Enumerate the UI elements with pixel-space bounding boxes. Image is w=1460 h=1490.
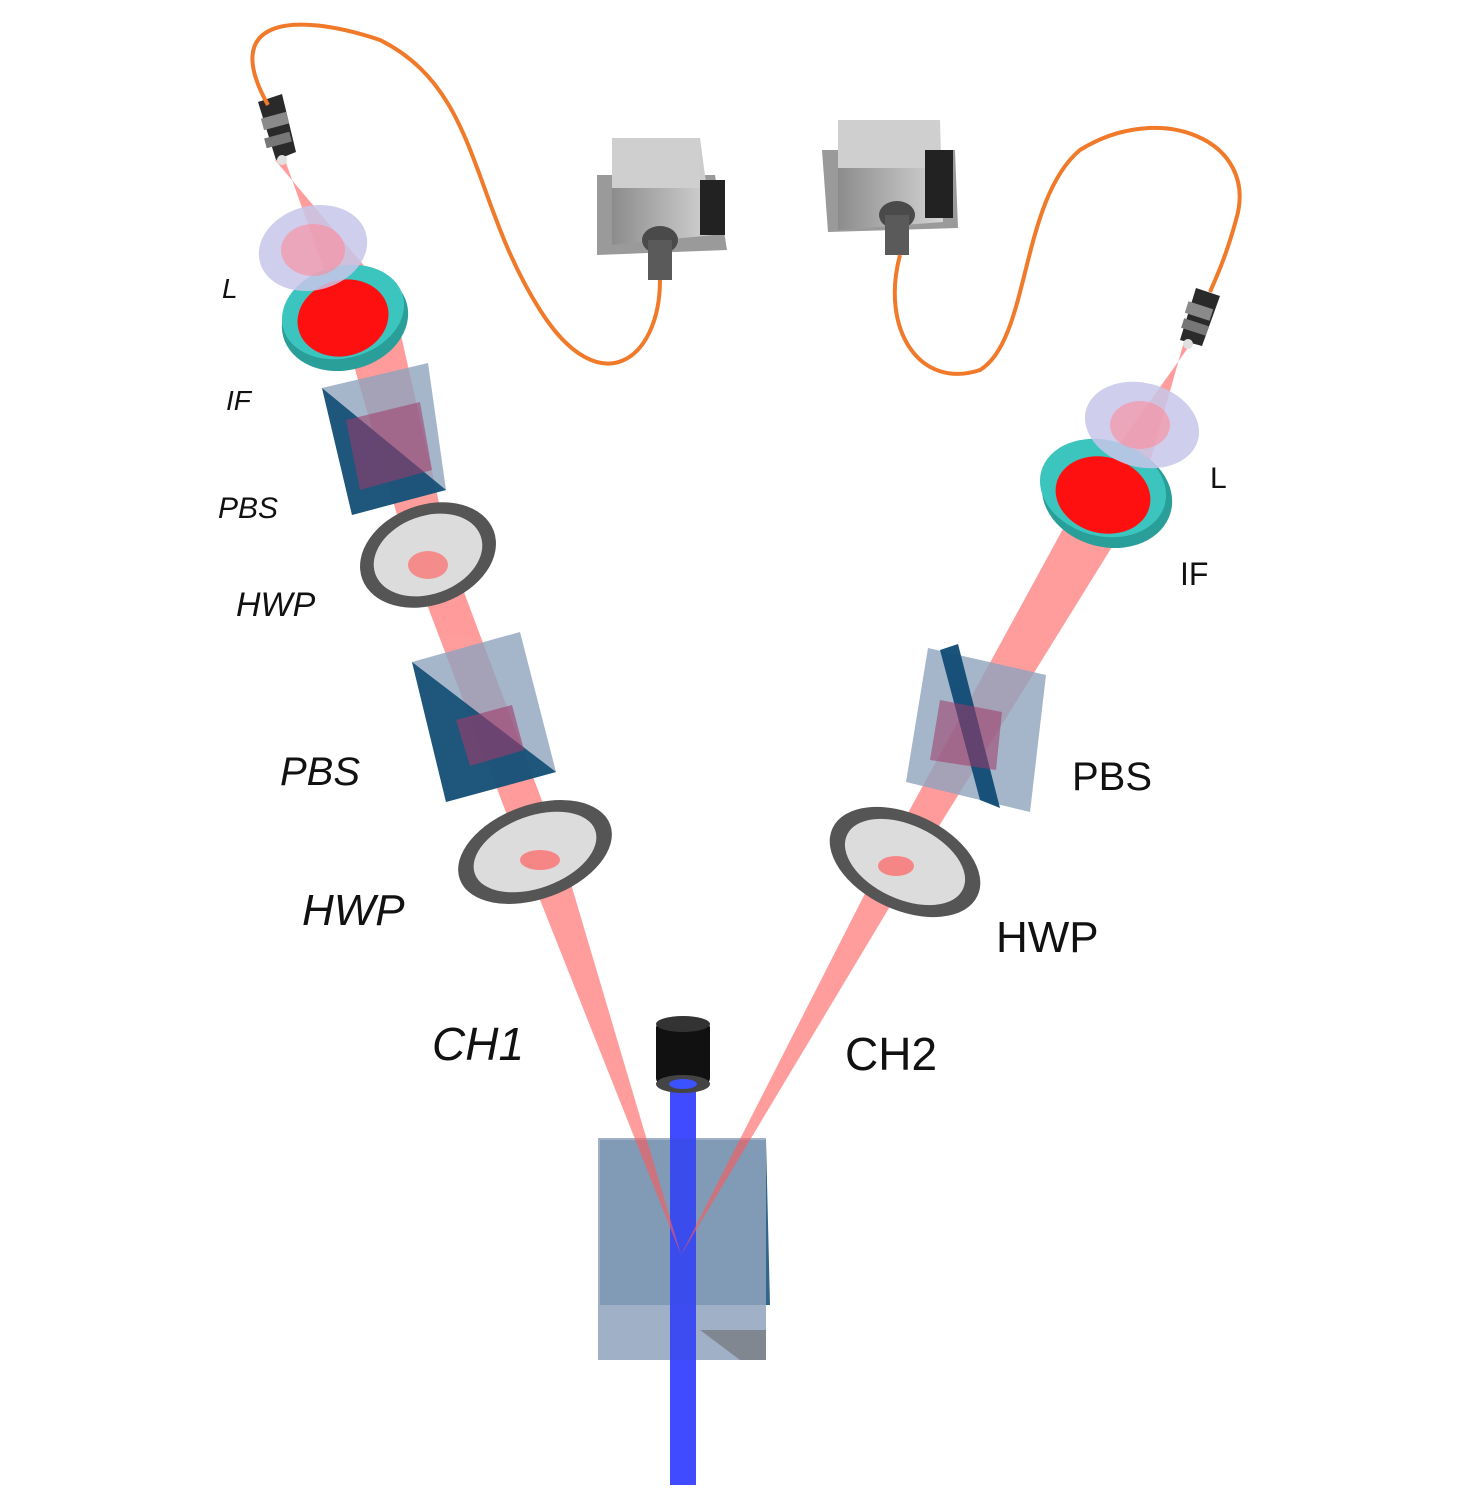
label-ch2: CH2 xyxy=(845,1028,937,1080)
label-right-l: L xyxy=(1210,462,1227,495)
label-left-hwp-upper: HWP xyxy=(236,586,316,624)
right-fiber-coupler xyxy=(1180,288,1220,349)
right-lens xyxy=(1084,381,1200,469)
left-hwp-upper xyxy=(360,502,496,608)
right-hwp xyxy=(829,806,981,918)
right-interference-filter xyxy=(1039,438,1173,549)
label-ch1: CH1 xyxy=(432,1018,524,1070)
pump-laser-head xyxy=(656,1016,710,1093)
label-left-pbs-upper: PBS xyxy=(218,492,278,525)
right-pbs xyxy=(906,644,1046,812)
left-fiber-coupler xyxy=(258,94,296,165)
detector-right xyxy=(822,120,958,255)
label-left-pbs-lower: PBS xyxy=(280,750,360,794)
nonlinear-crystal xyxy=(598,1138,770,1360)
fiber-right xyxy=(892,125,1242,376)
fiber-left xyxy=(250,22,662,366)
detector-left xyxy=(597,138,727,280)
label-left-if: IF xyxy=(226,385,253,416)
label-right-hwp: HWP xyxy=(996,913,1099,962)
left-hwp-lower xyxy=(458,800,612,904)
left-pbs-lower xyxy=(412,632,556,802)
left-pbs-upper xyxy=(322,363,446,515)
label-left-hwp-lower: HWP xyxy=(302,886,405,935)
label-right-pbs: PBS xyxy=(1072,755,1152,799)
left-lens xyxy=(258,205,368,291)
label-left-l: L xyxy=(222,273,238,304)
label-right-if: IF xyxy=(1180,556,1208,592)
